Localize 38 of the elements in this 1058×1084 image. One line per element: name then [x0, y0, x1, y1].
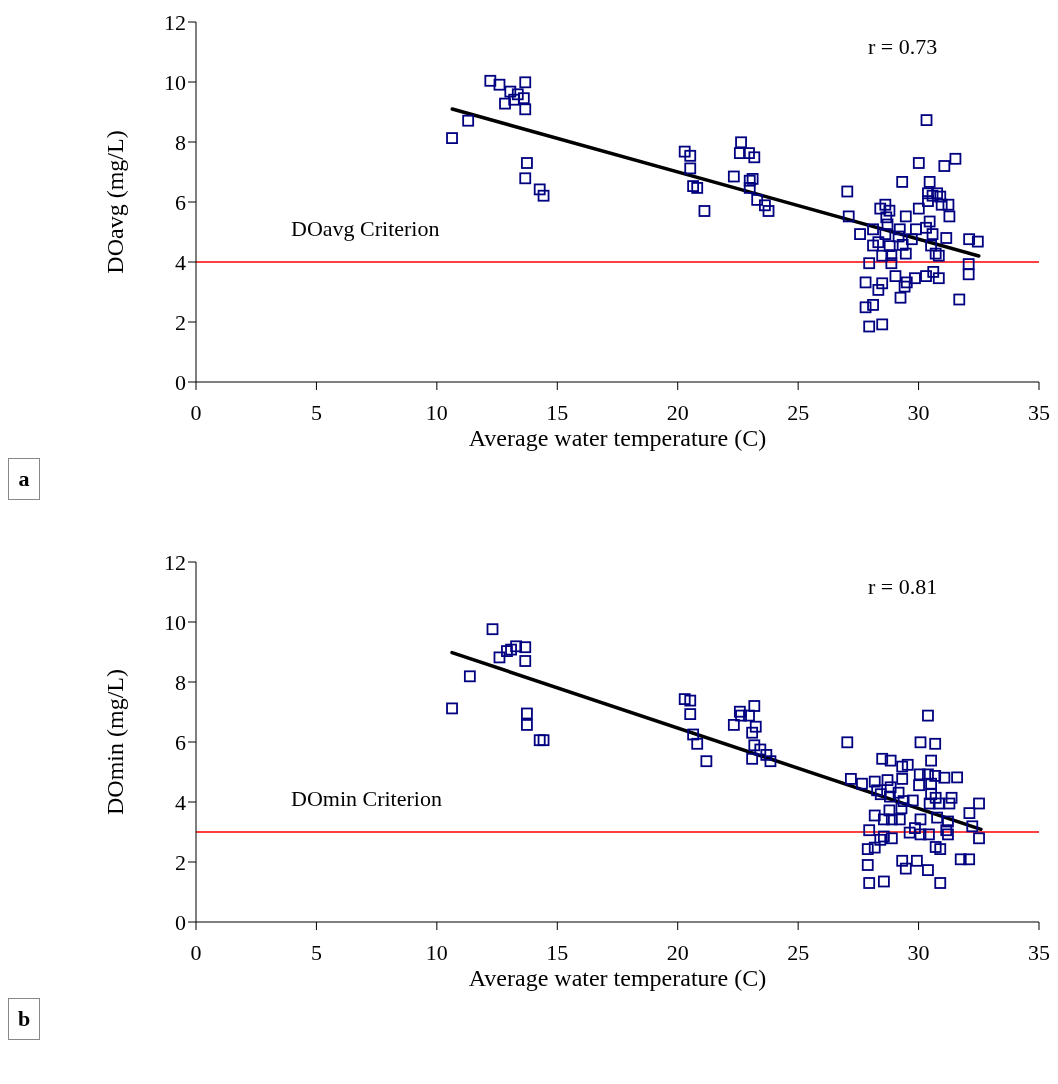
annotation: r = 0.81: [868, 574, 938, 600]
x-tick-label: 30: [907, 399, 930, 425]
y-tick-label: 0: [175, 369, 186, 395]
x-tick-label: 20: [666, 939, 689, 965]
x-tick-label: 15: [546, 939, 569, 965]
ref-line-label: DOavg Criterion: [291, 216, 440, 241]
x-tick-label: 25: [787, 399, 810, 425]
annotation: r = 0.73: [868, 34, 938, 60]
y-tick-label: 12: [164, 9, 186, 35]
y-tick-label: 8: [175, 129, 186, 155]
y-tick-label: 10: [164, 69, 186, 95]
x-tick-label: 35: [1028, 939, 1050, 965]
x-tick-label: 5: [310, 399, 322, 425]
x-axis-title: Average water temperature (C): [468, 425, 767, 451]
y-tick-label: 6: [175, 729, 186, 755]
x-tick-label: 15: [546, 399, 569, 425]
y-tick-label: 4: [175, 789, 186, 815]
y-tick-label: 0: [175, 909, 186, 935]
y-tick-label: 10: [164, 609, 186, 635]
y-axis-title: DOmin (mg/L): [101, 669, 128, 815]
y-tick-label: 2: [175, 309, 186, 335]
x-tick-label: 10: [425, 399, 448, 425]
y-axis-title: DOavg (mg/L): [101, 130, 128, 274]
y-tick-label: 6: [175, 189, 186, 215]
x-axis-title: Average water temperature (C): [468, 965, 767, 991]
y-tick-label: 12: [164, 549, 186, 575]
x-tick-label: 35: [1028, 399, 1050, 425]
x-tick-label: 5: [310, 939, 322, 965]
text: a: [8, 458, 40, 500]
x-tick-label: 30: [907, 939, 930, 965]
text: b: [8, 998, 40, 1040]
x-tick-label: 20: [666, 399, 689, 425]
y-tick-label: 8: [175, 669, 186, 695]
ref-line-label: DOmin Criterion: [291, 786, 442, 811]
x-tick-label: 10: [425, 939, 448, 965]
y-tick-label: 4: [175, 249, 186, 275]
x-tick-label: 25: [787, 939, 810, 965]
y-tick-label: 2: [175, 849, 186, 875]
